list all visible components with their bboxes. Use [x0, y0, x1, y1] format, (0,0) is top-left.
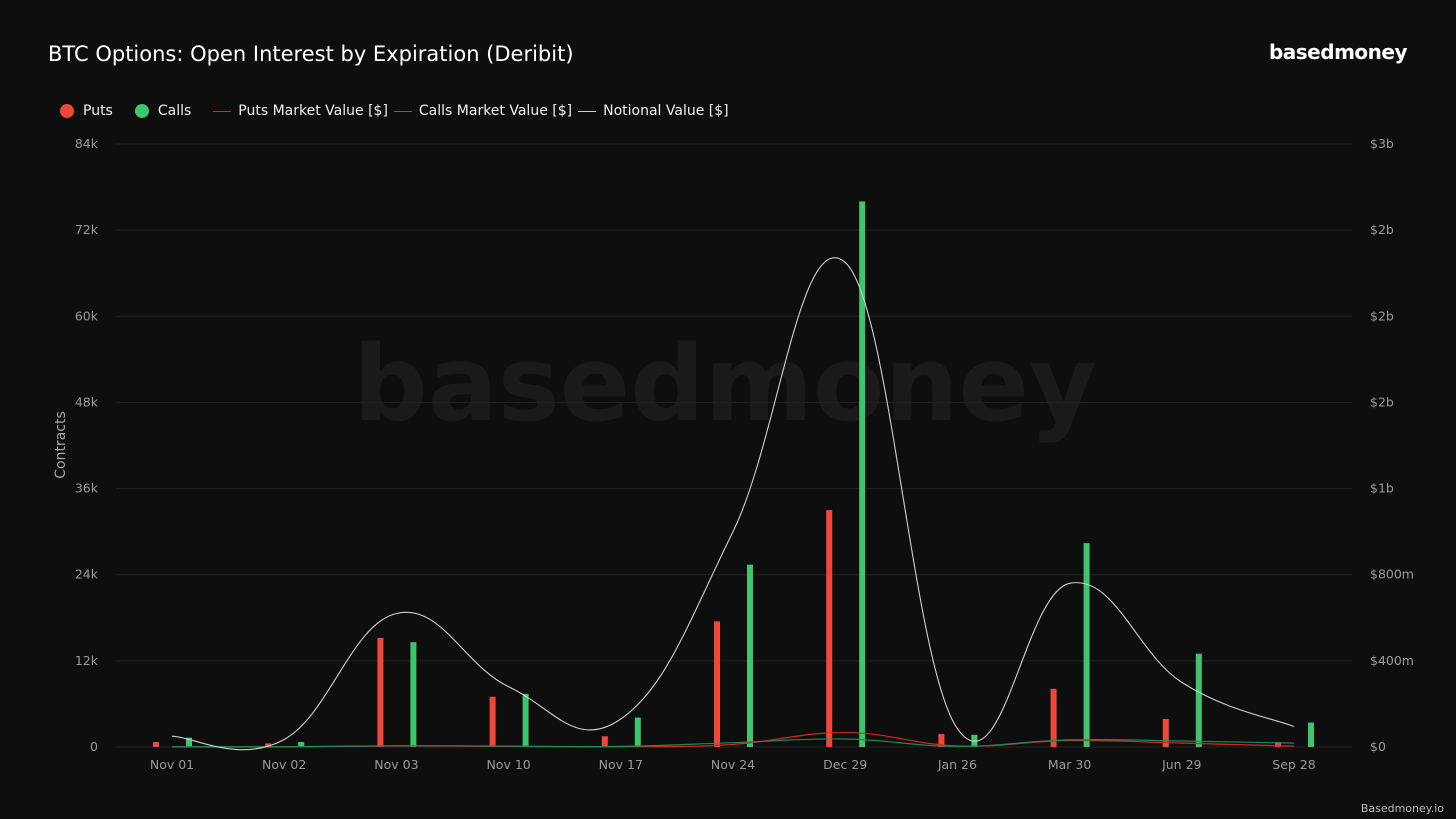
x-tick-label: Jun 29 [1161, 757, 1201, 772]
puts-bar [1050, 688, 1057, 747]
y2-tick-label: $400m [1370, 653, 1414, 668]
legend-item-calls[interactable]: Calls [134, 103, 192, 119]
calls-bar [1195, 653, 1202, 747]
y-tick-label: 12k [75, 653, 99, 668]
calls-bar [1308, 722, 1314, 747]
x-tick-label: Nov 24 [711, 757, 755, 772]
y-axis-right: $0 $400m $800m $1b $2b $2b $2b $3b [1370, 136, 1414, 754]
x-tick-label: Dec 29 [823, 757, 867, 772]
legend-item-puts[interactable]: Puts [60, 103, 113, 119]
calls-bar [298, 741, 305, 747]
chart-legend: Puts Calls Puts Market Value [$] Calls M… [60, 103, 751, 119]
puts-bar [377, 637, 384, 747]
calls-bar [522, 693, 529, 747]
notional-line-icon [578, 110, 597, 112]
puts-bar [938, 734, 945, 747]
y2-tick-label: $800m [1370, 567, 1414, 582]
puts-bar [601, 736, 608, 747]
y2-tick-label: $2b [1370, 222, 1394, 237]
calls-bar [410, 642, 417, 747]
notional-value-line [171, 257, 1295, 751]
legend-label-calls: Calls [157, 103, 192, 119]
y-tick-label: 0 [90, 739, 98, 754]
y-tick-label: 60k [75, 308, 99, 323]
x-tick-label: Nov 03 [374, 757, 418, 772]
puts-bar [1162, 719, 1169, 747]
x-tick-label: Mar 30 [1048, 757, 1092, 772]
x-tick-label: Nov 10 [486, 757, 530, 772]
x-tick-label: Jan 26 [937, 757, 977, 772]
puts-bar [489, 696, 496, 747]
calls-bar [634, 717, 641, 747]
calls-bar [859, 201, 866, 747]
x-tick-label: Nov 02 [262, 757, 306, 772]
calls-bar [1083, 543, 1090, 747]
legend-label-calls-market-value: Calls Market Value [$] [418, 103, 573, 119]
grid-lines [116, 143, 1352, 748]
legend-item-calls-market-value[interactable]: Calls Market Value [$] [393, 103, 573, 119]
legend-label-puts: Puts [83, 103, 113, 119]
calls-bar [747, 564, 753, 747]
legend-label-puts-market-value: Puts Market Value [$] [238, 103, 388, 119]
puts-line-icon [213, 110, 232, 112]
chart-title: BTC Options: Open Interest by Expiration… [48, 42, 574, 66]
y-tick-label: 36k [75, 481, 99, 496]
bar-series [153, 201, 1314, 747]
y2-tick-label: $3b [1370, 136, 1394, 151]
y-tick-label: 72k [75, 222, 99, 237]
y-axis-left: 0 12k 24k 36k 48k 60k 72k 84k [75, 136, 99, 754]
legend-item-puts-market-value[interactable]: Puts Market Value [$] [213, 103, 388, 119]
y2-tick-label: $2b [1370, 308, 1394, 323]
puts-bar [826, 510, 833, 747]
calls-bar [186, 737, 192, 747]
y2-tick-label: $1b [1370, 481, 1394, 496]
puts-dot-icon [60, 104, 74, 118]
puts-bar [153, 741, 159, 747]
x-axis: Nov 01 Nov 02 Nov 03 Nov 10 Nov 17 Nov 24 Dec … [150, 757, 1316, 772]
y-tick-label: 48k [75, 394, 99, 409]
calls-dot-icon [134, 104, 149, 118]
legend-label-notional-value: Notional Value [$] [603, 103, 729, 119]
x-tick-label: Sep 28 [1272, 757, 1315, 772]
watermark: basedmoney [353, 323, 1097, 445]
puts-bar [265, 743, 272, 747]
y2-tick-label: $2b [1370, 394, 1394, 409]
y-axis-title: Contracts [53, 411, 69, 479]
y-tick-label: 24k [75, 567, 99, 582]
calls-market-value-line [171, 738, 1295, 748]
y2-tick-label: $0 [1370, 739, 1386, 754]
legend-item-notional-value[interactable]: Notional Value [$] [578, 103, 729, 119]
footer-credit: Basedmoney.io [1360, 802, 1444, 815]
x-tick-label: Nov 17 [599, 757, 643, 772]
y-tick-label: 84k [75, 136, 99, 151]
puts-bar [714, 621, 720, 747]
x-tick-label: Nov 01 [150, 757, 194, 772]
puts-bar [1275, 741, 1281, 747]
line-series [171, 257, 1295, 751]
calls-line-icon [393, 110, 412, 112]
brand-logo: basedmoney [1268, 40, 1408, 64]
